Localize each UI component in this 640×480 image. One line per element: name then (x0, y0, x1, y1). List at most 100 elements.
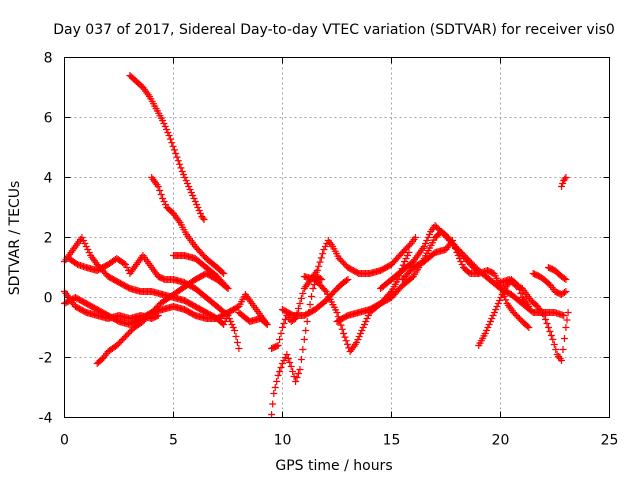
data-point (300, 336, 308, 343)
data-point (497, 294, 505, 301)
data-point (200, 216, 208, 223)
data-point (190, 195, 198, 202)
data-point (525, 303, 533, 310)
data-point (493, 303, 501, 310)
data-point (321, 286, 329, 294)
data-point (321, 243, 329, 250)
data-point (484, 324, 492, 331)
data-point (343, 340, 351, 348)
series-track-20 (544, 264, 570, 283)
data-point (316, 275, 324, 282)
data-point (549, 336, 557, 343)
series-track-15 (377, 222, 568, 319)
y-axis-label: SDTVAR / TECUs (7, 181, 23, 296)
data-point (274, 342, 282, 349)
series-track-8 (170, 252, 232, 292)
data-point (229, 324, 237, 331)
data-point (424, 234, 432, 241)
data-point (308, 293, 316, 300)
data-point (223, 283, 231, 291)
data-point (333, 309, 341, 316)
y-tick-label: 8 (44, 51, 53, 67)
data-point (160, 120, 168, 127)
data-point (342, 277, 350, 284)
data-point (224, 285, 232, 292)
data-point (353, 339, 361, 346)
data-point (359, 324, 367, 331)
data-point (402, 255, 410, 262)
x-tick-label: 25 (601, 433, 619, 449)
data-point (316, 258, 324, 266)
data-point (173, 153, 181, 161)
data-point (290, 316, 298, 323)
data-point (303, 318, 311, 325)
data-point (319, 250, 327, 258)
data-point (296, 300, 304, 307)
data-point (358, 327, 366, 334)
data-point (84, 246, 92, 253)
data-point (562, 288, 570, 295)
data-point (165, 132, 173, 139)
data-point (280, 357, 288, 364)
data-point (302, 327, 310, 334)
y-tick-label: 2 (44, 231, 53, 247)
data-point (544, 324, 552, 331)
data-point (182, 177, 190, 184)
data-point (318, 276, 326, 283)
data-point (498, 291, 506, 298)
data-point (180, 171, 188, 178)
series-track-21 (558, 174, 570, 190)
data-point (154, 312, 162, 319)
data-point (289, 368, 297, 375)
data-point (183, 180, 191, 187)
data-point (297, 295, 305, 302)
data-point (176, 160, 184, 168)
x-tick-label: 10 (274, 433, 292, 449)
data-point (540, 312, 548, 319)
data-point (169, 142, 177, 150)
data-point (558, 357, 566, 364)
data-point (273, 378, 281, 385)
data-point (546, 328, 554, 335)
data-point (552, 346, 560, 353)
data-point (294, 370, 302, 377)
series-track-4 (61, 288, 162, 322)
data-point (500, 288, 508, 295)
data-point (524, 322, 532, 330)
data-point (156, 187, 164, 194)
x-tick-label: 15 (383, 433, 401, 449)
data-point (486, 318, 494, 325)
data-point (456, 255, 464, 262)
series-track-3 (61, 291, 271, 328)
data-point (490, 309, 498, 316)
series-track-7 (148, 174, 228, 277)
data-point (457, 258, 465, 265)
data-point (292, 378, 300, 385)
series-track-2 (65, 252, 243, 352)
data-point (232, 333, 240, 340)
data-point (489, 312, 497, 319)
data-point (293, 374, 301, 381)
data-point (274, 372, 282, 379)
data-point (562, 174, 570, 181)
data-point (170, 146, 178, 154)
data-point (172, 150, 180, 157)
chart-title: Day 037 of 2017, Sidereal Day-to-day VTE… (53, 22, 615, 38)
data-point (220, 270, 228, 277)
data-point (542, 316, 550, 323)
data-point (271, 384, 279, 391)
data-point (449, 237, 457, 244)
data-point (525, 324, 533, 331)
series-track-18 (497, 276, 572, 364)
data-point (78, 234, 86, 241)
data-point (420, 243, 428, 250)
data-point (547, 332, 555, 339)
data-point (233, 339, 241, 346)
data-point (159, 195, 167, 202)
data-points (61, 72, 572, 418)
data-point (279, 360, 286, 367)
data-point (277, 364, 285, 371)
data-point (269, 400, 277, 408)
data-point (294, 305, 302, 312)
data-point (564, 309, 572, 316)
